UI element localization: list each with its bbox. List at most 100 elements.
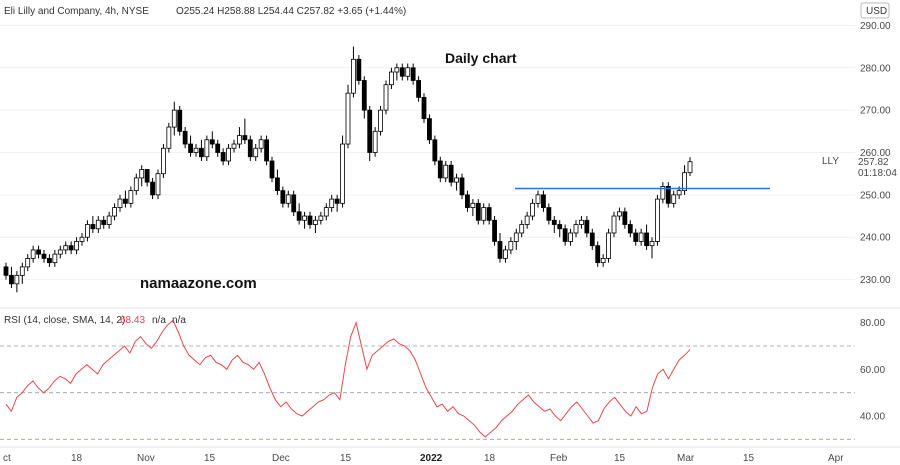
candle-body (150, 181, 155, 196)
candle-body (367, 109, 373, 153)
candle-body (345, 92, 351, 145)
candlestick-series (3, 46, 693, 293)
candle-body (617, 211, 622, 217)
candle-body (611, 215, 617, 234)
candle-body (655, 198, 660, 242)
candle-body (405, 67, 411, 77)
time-tick-label: Dec (272, 453, 290, 464)
rsi-axis: 80.00 60.00 40.00 (860, 318, 885, 422)
candle-body (280, 190, 286, 204)
candle-body (112, 207, 117, 217)
candle-body (551, 219, 557, 225)
candle-body (30, 249, 36, 259)
candle-body (356, 58, 362, 81)
ticker-label: LLY (822, 156, 839, 167)
time-tick-label: 2022 (420, 453, 443, 464)
candle-body (513, 232, 519, 242)
rsi-tick-label: 80.00 (860, 318, 885, 329)
time-tick-label: Nov (137, 453, 155, 464)
candle-body (63, 245, 69, 251)
candle-body (470, 202, 476, 208)
candle-body (665, 185, 671, 204)
candle-body (161, 147, 166, 175)
candle-body (90, 224, 96, 230)
candle-body (481, 207, 487, 221)
candle-body (676, 190, 682, 196)
candle-body (166, 126, 172, 149)
candle-body (660, 185, 666, 200)
candle-body (530, 202, 535, 217)
time-tick-label: Apr (828, 453, 844, 464)
candle-body (606, 232, 611, 259)
candle-body (79, 236, 85, 242)
candle-body (427, 118, 432, 141)
ohlc-readout: O255.24 H258.88 L254.44 C257.82 +3.65 (+… (176, 6, 406, 17)
candle-body (323, 207, 329, 217)
candle-body (627, 224, 633, 234)
grid (0, 24, 855, 281)
candle-body (437, 160, 443, 179)
candle-body (237, 135, 242, 145)
time-tick-label: Mar (677, 453, 695, 464)
candle-body (443, 164, 449, 179)
candle-body (459, 177, 465, 196)
candle-body (595, 245, 601, 264)
candle-body (155, 173, 161, 196)
candle-body (584, 219, 590, 234)
candle-body (334, 198, 340, 204)
candle-body (448, 164, 454, 183)
candle-body (454, 177, 459, 183)
candle-body (508, 241, 514, 251)
candle-body (519, 224, 525, 234)
rsi-levels (0, 345, 855, 440)
candle-body (95, 219, 101, 230)
candle-body (378, 109, 383, 132)
candle-body (85, 224, 90, 238)
time-tick-label: 15 (204, 453, 216, 464)
candle-body (36, 249, 41, 255)
candle-body (568, 232, 573, 242)
candle-body (264, 139, 269, 162)
candle-body (226, 147, 231, 162)
candle-body (394, 67, 400, 73)
candle-body (557, 224, 563, 230)
rsi-title: RSI (14, close, SMA, 14, 2) (4, 315, 125, 326)
candle-body (682, 172, 687, 192)
candle-body (106, 215, 112, 225)
candle-body (503, 249, 508, 259)
candle-body (600, 258, 606, 264)
candle-body (133, 177, 139, 192)
rsi-na-1: n/a (152, 315, 166, 326)
candle-body (269, 160, 275, 179)
price-tick-label: 270.00 (860, 106, 891, 117)
candle-body (177, 109, 183, 132)
currency-label[interactable]: USD (866, 6, 887, 17)
time-tick-label: 15 (743, 453, 755, 464)
price-tick-label: 240.00 (860, 233, 891, 244)
symbol-line: Eli Lilly and Company, 4h, NYSE (4, 6, 149, 17)
candle-body (52, 253, 58, 264)
candle-body (209, 139, 215, 145)
rsi-tick-label: 60.00 (860, 365, 885, 376)
candle-body (14, 274, 20, 285)
currency-badge[interactable] (860, 2, 890, 19)
price-tick-label: 280.00 (860, 63, 891, 74)
candle-body (649, 241, 655, 247)
candle-body (9, 274, 14, 285)
candle-body (546, 207, 552, 221)
candle-body (535, 194, 541, 204)
candle-body (497, 241, 503, 259)
rsi-value: 68.43 (120, 315, 145, 326)
candle-body (671, 194, 677, 204)
candle-body (313, 219, 318, 225)
candle-body (19, 266, 25, 276)
candle-body (302, 215, 307, 221)
candle-body (128, 190, 134, 204)
candle-body (47, 258, 52, 264)
candle-body (220, 152, 226, 162)
candle-body (579, 219, 584, 225)
price-tick-label: 260.00 (860, 148, 891, 159)
candle-body (329, 198, 335, 208)
candle-body (340, 143, 345, 204)
